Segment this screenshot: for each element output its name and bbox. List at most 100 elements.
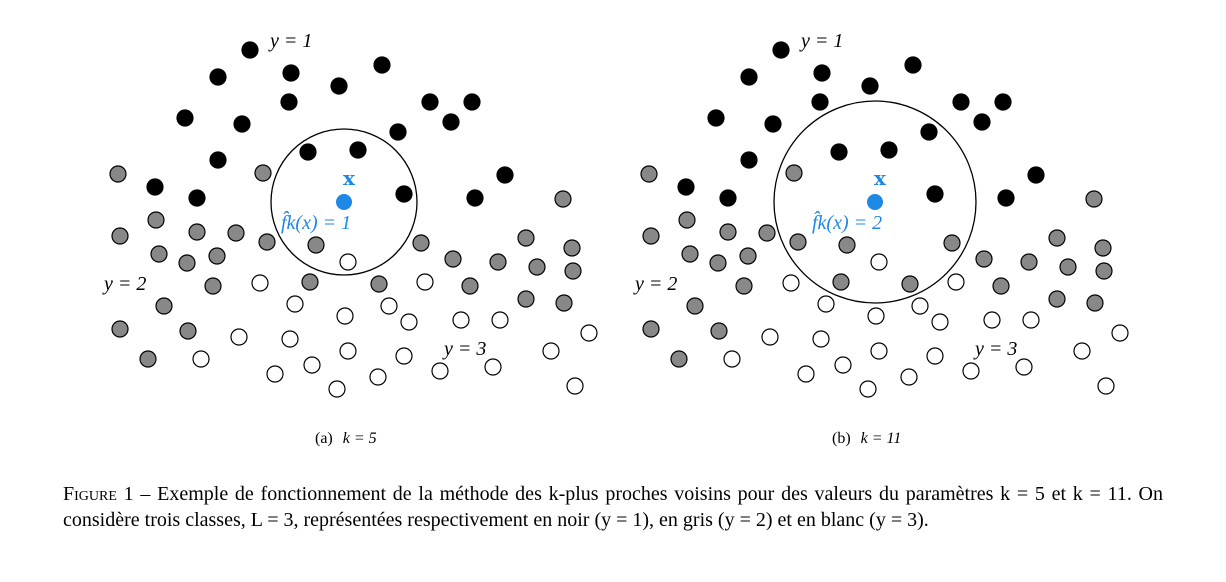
- class-label-y2: y = 2: [633, 273, 677, 295]
- class-3-point: [859, 380, 877, 398]
- class-2-point: [838, 236, 856, 254]
- class-2-point: [785, 164, 803, 182]
- class-2-point: [370, 275, 388, 293]
- class-3-point: [870, 253, 888, 271]
- class-2-point: [554, 190, 572, 208]
- class-label-y3: y = 3: [442, 338, 486, 360]
- panel-k5: x f̂k(x) = 1 y = 1 y = 2 y = 3 (a) k = 5: [102, 30, 598, 447]
- class-2-point: [832, 273, 850, 291]
- class-3-point: [911, 297, 929, 315]
- query-label: x: [874, 166, 887, 190]
- class-2-point: [943, 234, 961, 252]
- prediction-label: f̂k(x) = 2: [812, 210, 882, 234]
- class-2-point: [555, 294, 573, 312]
- class-3-point: [416, 273, 434, 291]
- class-2-point: [563, 239, 581, 257]
- class-2-point: [1086, 294, 1104, 312]
- points-group-a: [109, 41, 598, 398]
- class-1-point: [496, 166, 514, 184]
- class-1-point: [233, 115, 251, 133]
- class-1-point: [764, 115, 782, 133]
- class-3-point: [867, 307, 885, 325]
- class-3-point: [580, 324, 598, 342]
- class-2-point: [147, 211, 165, 229]
- class-1-point: [926, 185, 944, 203]
- class-1-point: [395, 185, 413, 203]
- svg-text:(a) k = 5: (a) k = 5: [315, 430, 377, 447]
- svg-text:(b) k = 11: (b) k = 11: [832, 430, 901, 447]
- class-2-point: [564, 262, 582, 280]
- class-2-point: [719, 223, 737, 241]
- class-3-point: [1111, 324, 1129, 342]
- class-3-point: [400, 313, 418, 331]
- class-3-point: [395, 347, 413, 365]
- class-2-point: [412, 234, 430, 252]
- class-1-point: [707, 109, 725, 127]
- class-2-point: [258, 233, 276, 251]
- class-2-point: [307, 236, 325, 254]
- class-2-point: [111, 227, 129, 245]
- class-label-y2: y = 2: [102, 273, 146, 295]
- caption-body: – Exemple de fonctionnement de la méthod…: [63, 483, 1163, 531]
- class-2-point: [150, 245, 168, 263]
- subcaption-math-a: k = 5: [343, 430, 377, 447]
- class-3-point: [251, 274, 269, 292]
- class-3-point: [303, 356, 321, 374]
- class-2-point: [517, 229, 535, 247]
- class-3-point: [1022, 311, 1040, 329]
- class-3-point: [339, 253, 357, 271]
- class-2-point: [789, 233, 807, 251]
- class-2-point: [709, 254, 727, 272]
- class-2-point: [992, 277, 1010, 295]
- class-2-point: [735, 277, 753, 295]
- class-2-point: [1059, 258, 1077, 276]
- class-3-point: [566, 377, 584, 395]
- class-1-point: [330, 77, 348, 95]
- class-1-point: [349, 141, 367, 159]
- class-2-point: [1094, 239, 1112, 257]
- class-2-point: [179, 322, 197, 340]
- figure-caption: Figure 1 – Exemple de fonctionnement de …: [63, 481, 1163, 533]
- class-3-point: [431, 362, 449, 380]
- class-1-point: [772, 41, 790, 59]
- neighborhood-circle-k11: [773, 100, 977, 304]
- class-3-point: [369, 368, 387, 386]
- class-1-point: [209, 68, 227, 86]
- class-3-point: [983, 311, 1001, 329]
- class-2-point: [489, 253, 507, 271]
- class-2-point: [642, 227, 660, 245]
- class-1-point: [241, 41, 259, 59]
- class-3-point: [230, 328, 248, 346]
- class-3-point: [900, 368, 918, 386]
- class-1-point: [952, 93, 970, 111]
- class-1-point: [188, 189, 206, 207]
- class-1-point: [373, 56, 391, 74]
- class-1-point: [1027, 166, 1045, 184]
- class-2-point: [461, 277, 479, 295]
- class-2-point: [444, 250, 462, 268]
- class-1-point: [719, 189, 737, 207]
- class-2-point: [642, 320, 660, 338]
- class-3-point: [870, 342, 888, 360]
- class-2-point: [155, 297, 173, 315]
- class-3-point: [761, 328, 779, 346]
- class-2-point: [758, 224, 776, 242]
- class-3-point: [834, 356, 852, 374]
- class-1-point: [209, 151, 227, 169]
- class-label-y3: y = 3: [973, 338, 1017, 360]
- class-2-point: [1048, 229, 1066, 247]
- class-3-point: [782, 274, 800, 292]
- class-2-point: [1095, 262, 1113, 280]
- class-3-point: [281, 330, 299, 348]
- class-2-point: [1085, 190, 1103, 208]
- class-2-point: [517, 290, 535, 308]
- class-3-point: [491, 311, 509, 329]
- class-2-point: [208, 247, 226, 265]
- class-1-point: [442, 113, 460, 131]
- class-1-point: [830, 143, 848, 161]
- class-1-point: [997, 189, 1015, 207]
- class-1-point: [146, 178, 164, 196]
- class-1-point: [880, 141, 898, 159]
- class-2-point: [686, 297, 704, 315]
